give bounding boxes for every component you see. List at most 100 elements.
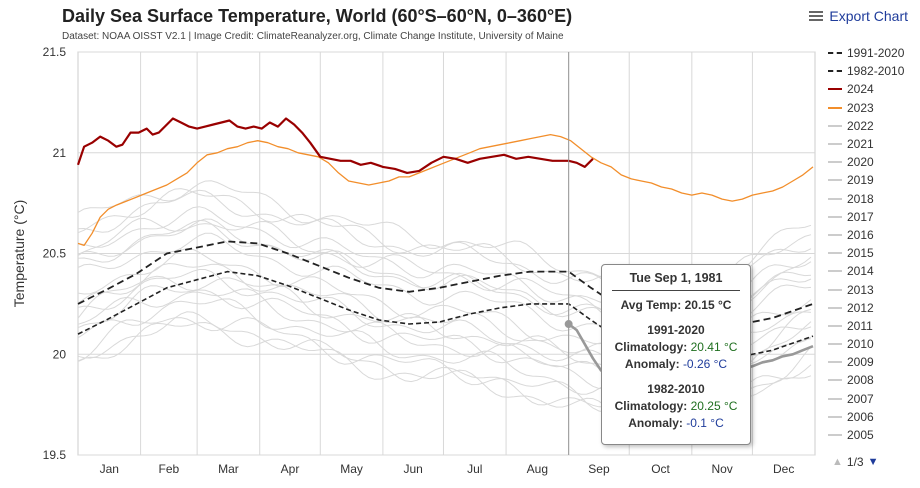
legend-swatch [828, 179, 842, 182]
tooltip-climatology: Climatology: 20.41 °C [602, 339, 750, 356]
legend-item[interactable]: 2005 [828, 426, 920, 444]
y-tick-label: 19.5 [43, 448, 67, 462]
tooltip-climatology: Climatology: 20.25 °C [602, 398, 750, 415]
export-chart-button[interactable]: Export Chart [809, 8, 908, 24]
legend-swatch [828, 70, 842, 73]
legend-item[interactable]: 2009 [828, 353, 920, 371]
legend-swatch [828, 88, 842, 91]
legend-item[interactable]: 2017 [828, 208, 920, 226]
legend-label: 2013 [847, 282, 874, 297]
chart-legend: 1991-2020 1982-2010 2024 2023 2022 2021 2020 20… [828, 44, 920, 444]
legend-item[interactable]: 2020 [828, 153, 920, 171]
x-tick-label: Dec [773, 462, 794, 476]
legend-swatch [828, 306, 842, 309]
x-tick-label: Oct [651, 462, 670, 476]
legend-pager: ▲ 1/3 ▼ [832, 455, 878, 469]
legend-item[interactable]: 2008 [828, 371, 920, 389]
page-title: Daily Sea Surface Temperature, World (60… [62, 6, 573, 26]
legend-swatch [828, 379, 842, 382]
x-tick-label: May [340, 462, 363, 476]
legend-swatch [828, 52, 842, 55]
tooltip-clim-label: Climatology: [614, 399, 688, 413]
legend-label: 2008 [847, 373, 874, 388]
tooltip-clim-label: Climatology: [614, 340, 688, 354]
series-line-2024 [76, 117, 594, 174]
legend-label: 1991-2020 [847, 46, 905, 61]
legend-label: 2005 [847, 428, 874, 443]
y-tick-label: 21 [53, 146, 67, 160]
legend-swatch [828, 215, 842, 218]
tooltip-section-name: 1991-2020 [647, 323, 705, 337]
legend-label: 2018 [847, 191, 874, 206]
legend-swatch [828, 270, 842, 273]
legend-page-text: 1/3 [846, 455, 864, 469]
legend-swatch [828, 161, 842, 164]
legend-item[interactable]: 1991-2020 [828, 44, 920, 62]
legend-item[interactable]: 2006 [828, 408, 920, 426]
x-tick-label: Nov [711, 462, 732, 476]
y-axis-title: Temperature (°C) [11, 200, 27, 308]
legend-swatch [828, 124, 842, 127]
legend-swatch [828, 252, 842, 255]
y-tick-label: 21.5 [43, 45, 67, 59]
legend-label: 2022 [847, 118, 874, 133]
legend-item[interactable]: 1982-2010 [828, 62, 920, 80]
x-tick-label: Jul [467, 462, 482, 476]
x-tick-label: Sep [588, 462, 610, 476]
legend-label: 2024 [847, 82, 874, 97]
tooltip-clim-value: 20.41 °C [690, 340, 738, 354]
legend-label: 2019 [847, 173, 874, 188]
legend-label: 2023 [847, 100, 874, 115]
legend-item[interactable]: 2015 [828, 244, 920, 262]
legend-item[interactable]: 2011 [828, 317, 920, 335]
data-tooltip: Tue Sep 1, 1981 Avg Temp: 20.15 °C 1991-… [601, 264, 751, 445]
legend-label: 2014 [847, 264, 874, 279]
x-tick-label: Mar [218, 462, 239, 476]
legend-page-up-icon[interactable]: ▲ [832, 456, 843, 468]
legend-swatch [828, 415, 842, 418]
legend-label: 2021 [847, 137, 874, 152]
legend-label: 2007 [847, 391, 874, 406]
legend-label: 2016 [847, 227, 874, 242]
legend-label: 2012 [847, 300, 874, 315]
tooltip-date: Tue Sep 1, 1981 [612, 271, 740, 291]
legend-item[interactable]: 2022 [828, 117, 920, 135]
legend-label: 2011 [847, 318, 873, 333]
x-tick-label: Jan [100, 462, 119, 476]
legend-item[interactable]: 2023 [828, 99, 920, 117]
x-tick-label: Feb [159, 462, 180, 476]
x-tick-label: Apr [281, 462, 300, 476]
y-tick-label: 20 [53, 347, 67, 361]
tooltip-avg-temp-label: Avg Temp: [620, 298, 682, 312]
menu-icon [809, 10, 824, 22]
legend-label: 2009 [847, 355, 874, 370]
legend-label: 2006 [847, 409, 874, 424]
tooltip-anom-label: Anomaly: [624, 357, 680, 371]
tooltip-avg-temp: Avg Temp: 20.15 °C [602, 297, 750, 314]
legend-item[interactable]: 2021 [828, 135, 920, 153]
legend-swatch [828, 233, 842, 236]
legend-swatch [828, 361, 842, 364]
legend-item[interactable]: 2010 [828, 335, 920, 353]
legend-label: 1982-2010 [847, 64, 905, 79]
legend-item[interactable]: 2016 [828, 226, 920, 244]
legend-item[interactable]: 2012 [828, 299, 920, 317]
legend-swatch [828, 106, 842, 109]
legend-item[interactable]: 2013 [828, 280, 920, 298]
legend-page-down-icon[interactable]: ▼ [867, 456, 879, 468]
legend-swatch [828, 197, 842, 200]
legend-item[interactable]: 2007 [828, 390, 920, 408]
legend-swatch [828, 143, 842, 146]
legend-item[interactable]: 2019 [828, 171, 920, 189]
x-tick-label: Jun [404, 462, 423, 476]
legend-item[interactable]: 2018 [828, 190, 920, 208]
legend-label: 2020 [847, 155, 874, 170]
legend-item[interactable]: 2014 [828, 262, 920, 280]
tooltip-anomaly: Anomaly: -0.1 °C [602, 415, 750, 432]
tooltip-anom-value: -0.26 °C [682, 357, 728, 371]
hover-point-marker [564, 320, 573, 329]
x-tick-label: Aug [527, 462, 548, 476]
legend-item[interactable]: 2024 [828, 80, 920, 98]
legend-swatch [828, 343, 842, 346]
